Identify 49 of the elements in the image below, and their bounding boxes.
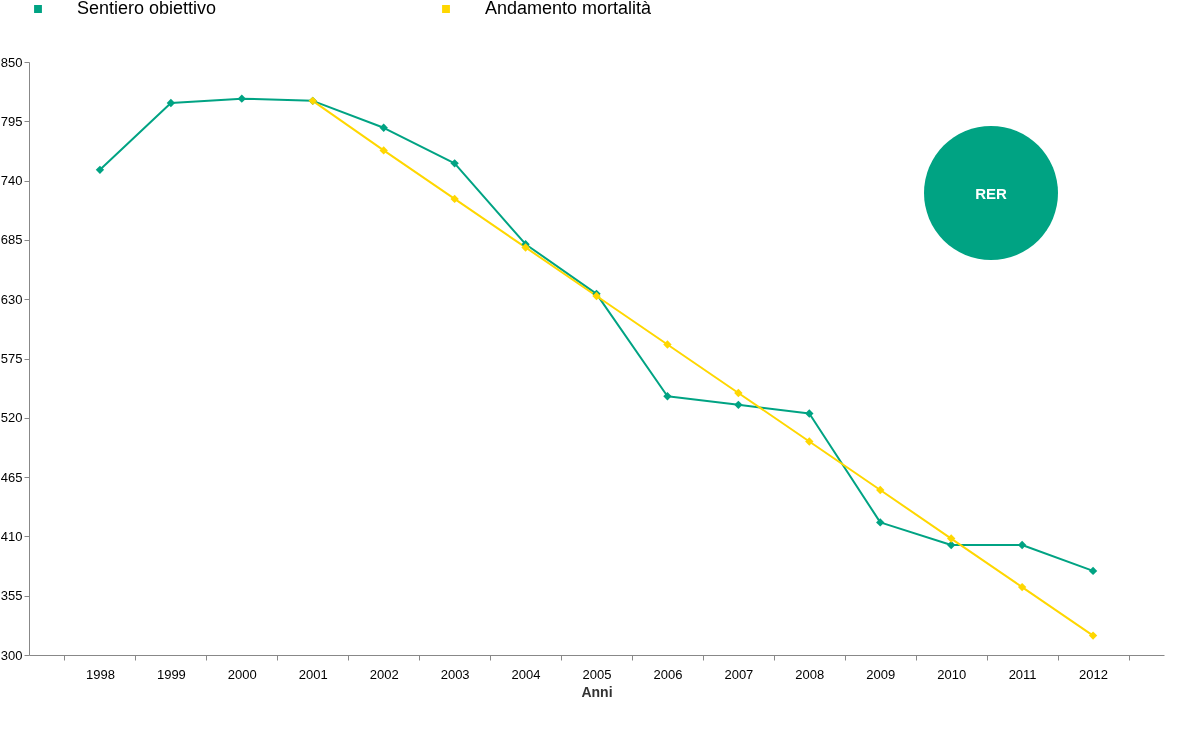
point — [805, 437, 814, 446]
x-tick-label: 2009 — [866, 666, 896, 682]
point — [947, 540, 956, 550]
y-tick-label: 520 — [0, 410, 23, 426]
point — [450, 194, 459, 204]
y-tick-label: 355 — [0, 588, 23, 604]
x-tick-label: 2012 — [1079, 666, 1109, 682]
x-axis-title: Anni — [581, 683, 613, 700]
y-tick-label: 850 — [0, 54, 23, 70]
point — [379, 146, 388, 155]
x-tick-label: 2001 — [298, 666, 328, 682]
y-tick-label: 795 — [0, 113, 23, 129]
y-tick-label: 575 — [0, 351, 23, 366]
y-tick-label: 630 — [0, 291, 23, 307]
point — [450, 159, 459, 168]
y-tick-label: 410 — [0, 528, 23, 544]
point — [663, 340, 672, 349]
y-tick-label: 300 — [0, 647, 23, 663]
x-tick-label: 2010 — [937, 666, 967, 682]
x-tick-label: 2002 — [369, 666, 399, 682]
point — [237, 94, 246, 103]
legend-label: Sentiero obiettivo — [77, 0, 217, 18]
point — [166, 98, 176, 108]
y-tick-label: 740 — [0, 173, 23, 189]
point — [379, 123, 388, 132]
x-tick-label: 2004 — [511, 666, 541, 682]
point — [95, 165, 105, 174]
x-tick-label: 2000 — [227, 666, 257, 682]
point — [734, 388, 743, 398]
x-tick-label: 2011 — [1008, 666, 1037, 682]
x-tick-label: 2008 — [795, 666, 825, 682]
legend-label: Andamento mortalità — [485, 0, 653, 18]
x-tick-label: 1999 — [156, 666, 186, 682]
y-tick-label: 465 — [0, 469, 23, 485]
point — [876, 518, 885, 527]
point — [663, 392, 672, 401]
point — [947, 534, 956, 543]
x-tick-label: 2007 — [724, 666, 754, 682]
y-tick-label: 685 — [0, 232, 23, 248]
point — [876, 485, 885, 495]
point — [805, 409, 814, 418]
x-tick-label: 2006 — [653, 666, 683, 682]
point — [734, 400, 743, 410]
point — [1088, 566, 1098, 576]
x-tick-label: 1998 — [85, 666, 115, 682]
point — [1017, 582, 1027, 592]
x-tick-label: 2005 — [582, 666, 612, 682]
point — [1088, 631, 1098, 640]
x-tick-label: 2003 — [440, 666, 470, 682]
